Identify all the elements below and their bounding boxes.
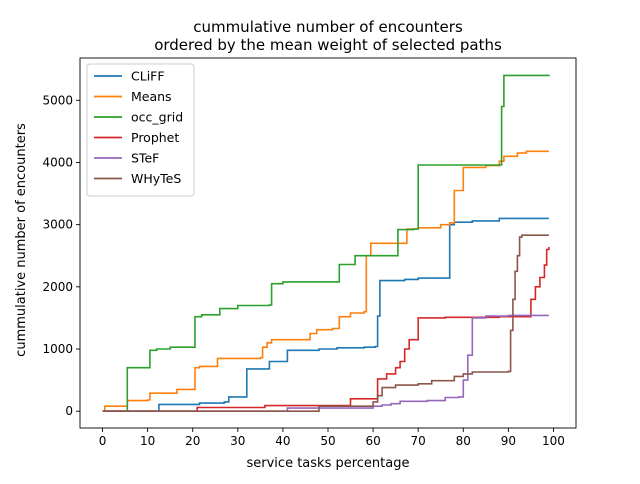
chart-title-line-1: cummulative number of encounters xyxy=(193,18,463,36)
y-tick-label: 0 xyxy=(65,404,73,418)
y-tick-label: 3000 xyxy=(42,218,73,232)
series-line-cliff xyxy=(102,217,549,412)
legend: CLiFF Means occ_grid Prophet STeF WHyTeS xyxy=(86,63,195,197)
y-tick-label: 4000 xyxy=(42,155,73,169)
legend-label-whytes: WHyTeS xyxy=(131,171,181,186)
series-line-whytes xyxy=(102,234,549,412)
series-line-occ-grid xyxy=(102,74,550,412)
y-tick-label: 5000 xyxy=(42,93,73,107)
x-tick-label: 50 xyxy=(320,434,335,448)
x-tick-label: 20 xyxy=(185,434,200,448)
legend-items: CLiFF Means occ_grid Prophet STeF WHyTeS xyxy=(94,69,183,186)
x-tick-label: 90 xyxy=(501,434,516,448)
x-tick-label: 40 xyxy=(275,434,290,448)
series-layer xyxy=(102,74,550,412)
legend-label-prophet: Prophet xyxy=(131,130,179,145)
x-ticks: 0 10 20 30 40 50 60 70 80 90 100 xyxy=(99,428,565,448)
x-axis-label: service tasks percentage xyxy=(247,456,410,471)
y-tick-label: 2000 xyxy=(42,280,73,294)
legend-label-means: Means xyxy=(131,89,172,104)
y-ticks: 0 1000 2000 3000 4000 5000 xyxy=(42,93,80,418)
series-line-means xyxy=(102,150,549,412)
x-tick-label: 30 xyxy=(230,434,245,448)
series-line-prophet xyxy=(102,247,550,412)
x-tick-label: 80 xyxy=(456,434,471,448)
series-line-stef xyxy=(102,314,549,412)
chart-title-line-2: ordered by the mean weight of selected p… xyxy=(154,36,502,54)
x-tick-label: 70 xyxy=(411,434,426,448)
plot-frame xyxy=(79,57,577,429)
legend-label-occ-grid: occ_grid xyxy=(131,110,183,125)
legend-label-stef: STeF xyxy=(131,151,159,166)
x-tick-label: 0 xyxy=(99,434,107,448)
y-axis-label: cummulative number of encounters xyxy=(14,123,29,357)
x-tick-label: 100 xyxy=(542,434,565,448)
x-tick-label: 60 xyxy=(365,434,380,448)
y-tick-label: 1000 xyxy=(42,342,73,356)
legend-label-cliff: CLiFF xyxy=(131,69,165,84)
x-tick-label: 10 xyxy=(140,434,155,448)
